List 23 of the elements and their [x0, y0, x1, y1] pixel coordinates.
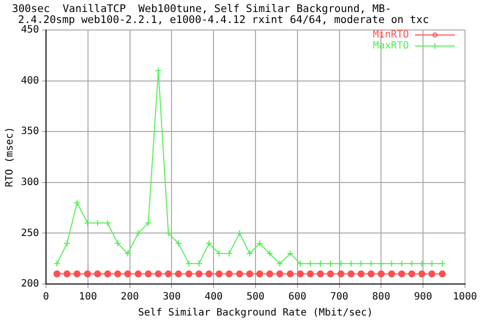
- x-axis-title: Self Similar Background Rate (Mbit/sec): [138, 308, 373, 319]
- y-tick-label: 200: [21, 278, 40, 290]
- x-tick-label: 800: [372, 292, 390, 303]
- chart-title: 300sec VanillaTCP Web100tune, Self Similar Background, MB-: [12, 2, 392, 15]
- y-tick-label: 250: [21, 228, 40, 239]
- y-tick-label: 450: [21, 24, 40, 36]
- x-tick-label: 100: [78, 292, 97, 303]
- x-tick-label: 900: [414, 292, 432, 303]
- x-tick-label: 1000: [452, 292, 478, 303]
- y-tick-label: 400: [21, 75, 40, 86]
- x-tick-label: 0: [43, 292, 50, 303]
- x-tick-label: 300: [162, 292, 181, 303]
- x-tick-label: 500: [246, 292, 265, 303]
- x-tick-label: 600: [288, 292, 306, 303]
- legend-label: MaxRTO: [372, 40, 409, 52]
- y-axis-title: RTO (msec): [4, 126, 16, 188]
- x-tick-label: 400: [204, 292, 223, 303]
- x-tick-label: 200: [120, 292, 139, 303]
- legend-label: MinRTO: [372, 30, 409, 41]
- x-tick-label: 700: [330, 292, 348, 303]
- y-tick-label: 350: [21, 126, 40, 138]
- chart-subtitle: 2.4.20smp web100-2.2.1, e1000-4.4.12 rxint 64/64, moderate on txc: [18, 14, 429, 26]
- y-tick-label: 300: [21, 176, 40, 188]
